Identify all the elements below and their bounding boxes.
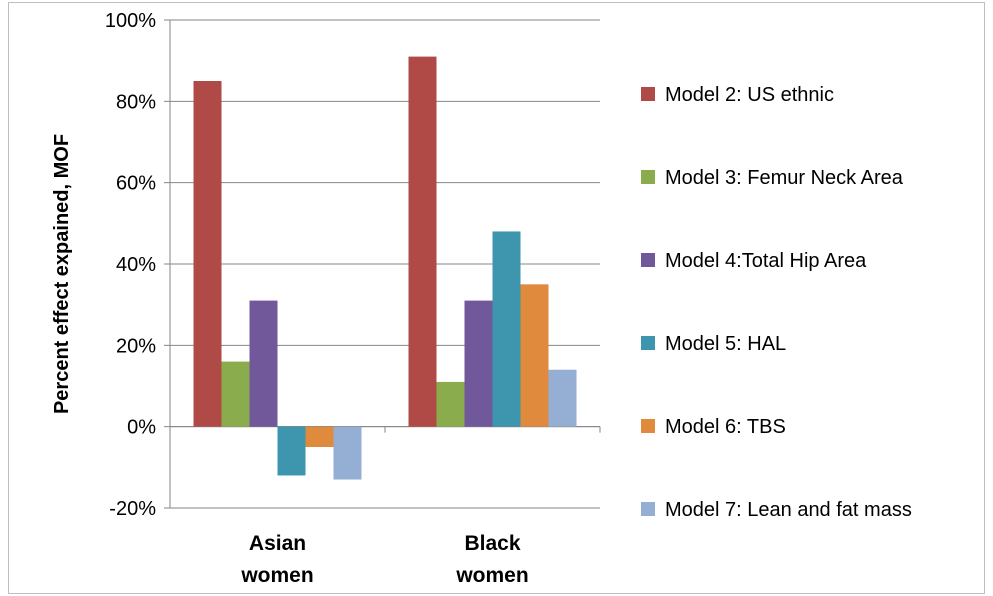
- bar: [492, 231, 521, 427]
- legend-swatch: [641, 87, 655, 101]
- legend-label: Model 7: Lean and fat mass: [665, 499, 912, 521]
- y-tick-label: 40%: [116, 254, 156, 276]
- x-category-label: Black: [464, 532, 520, 555]
- bar: [249, 300, 278, 427]
- y-tick-label: 60%: [116, 173, 156, 195]
- legend-label: Model 5: HAL: [665, 333, 786, 355]
- legend-swatch: [641, 419, 655, 433]
- y-tick-label: -20%: [109, 498, 156, 520]
- y-tick-label: 100%: [105, 10, 156, 32]
- y-tick-label: 0%: [127, 417, 156, 439]
- legend-swatch: [641, 253, 655, 267]
- legend-swatch: [641, 502, 655, 516]
- legend-swatch: [641, 336, 655, 350]
- x-category-label: Asian: [249, 532, 306, 555]
- bar: [193, 81, 222, 427]
- bar: [277, 426, 306, 476]
- y-tick-label: 80%: [116, 91, 156, 113]
- bar: [333, 426, 362, 480]
- y-tick-label: 20%: [116, 335, 156, 357]
- bar: [464, 300, 493, 427]
- chart-frame: [8, 2, 985, 594]
- legend-swatch: [641, 170, 655, 184]
- legend-label: Model 6: TBS: [665, 416, 786, 438]
- y-axis-title: Percent effect expained, MOF: [51, 134, 73, 414]
- x-category-label: women: [240, 564, 313, 587]
- legend-label: Model 3: Femur Neck Area: [665, 167, 904, 189]
- bar: [221, 361, 250, 427]
- legend-label: Model 4:Total Hip Area: [665, 250, 867, 272]
- bar: [548, 369, 577, 427]
- legend-label: Model 2: US ethnic: [665, 84, 834, 106]
- bar: [436, 381, 465, 427]
- bar: [305, 426, 334, 447]
- x-category-label: women: [455, 564, 528, 587]
- bar: [408, 56, 437, 427]
- bar: [520, 284, 549, 427]
